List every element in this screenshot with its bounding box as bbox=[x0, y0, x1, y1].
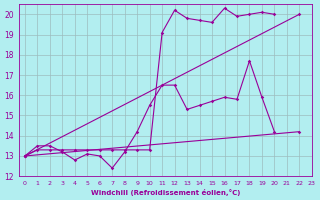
X-axis label: Windchill (Refroidissement éolien,°C): Windchill (Refroidissement éolien,°C) bbox=[91, 189, 240, 196]
